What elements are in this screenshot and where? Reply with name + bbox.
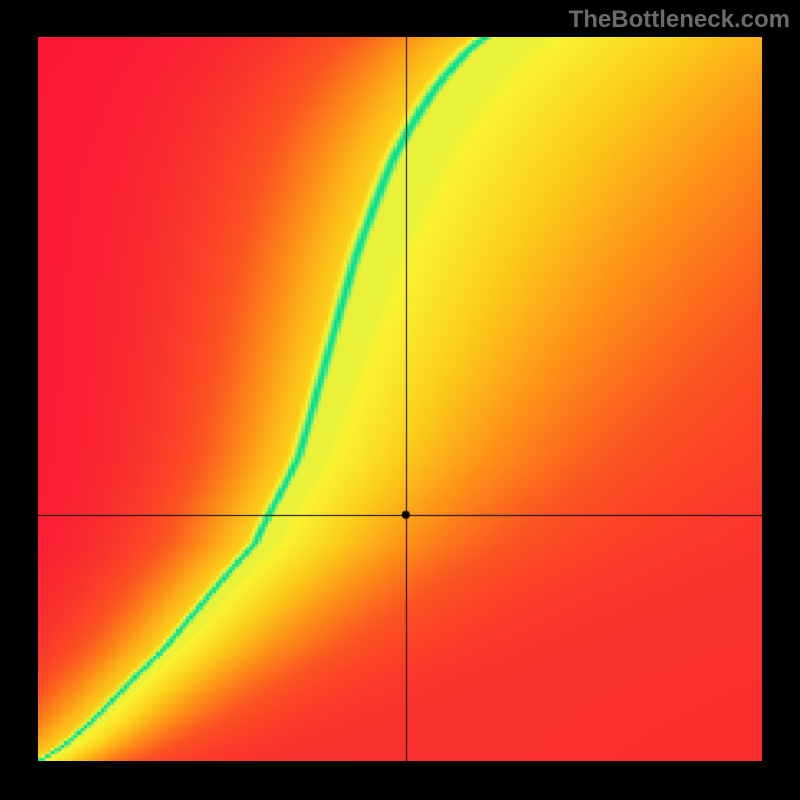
watermark-text: TheBottleneck.com [569,6,790,34]
chart-container: TheBottleneck.com [0,0,800,800]
bottleneck-heatmap [38,37,762,761]
